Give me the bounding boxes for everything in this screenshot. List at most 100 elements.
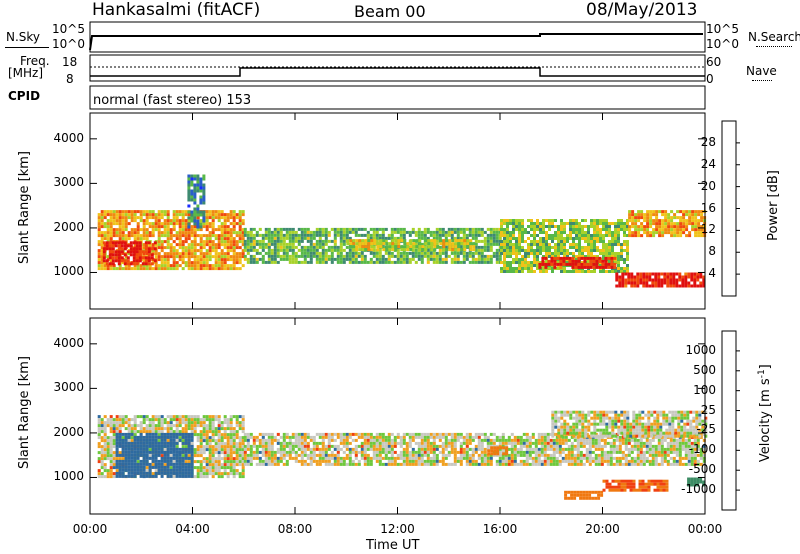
data-cell-0-0: [166, 252, 170, 256]
data-cell-1-0: [208, 439, 212, 443]
data-cell-1-1: [115, 432, 119, 436]
data-cell-0-2: [339, 236, 343, 240]
data-cell-0-0: [181, 243, 185, 247]
data-cell-0-0: [235, 243, 239, 247]
data-cell-1-2: [285, 435, 289, 439]
data-cell-1-2: [375, 444, 379, 448]
data-cell-0-5: [586, 256, 590, 260]
data-cell-0-2: [249, 230, 253, 234]
data-cell-1-0: [232, 430, 236, 434]
data-cell-0-5: [544, 256, 548, 260]
data-cell-0-0: [130, 210, 134, 214]
data-cell-0-2: [288, 236, 292, 240]
data-cell-0-0: [166, 255, 170, 259]
data-cell-0-0: [217, 258, 221, 262]
data-cell-0-2: [312, 230, 316, 234]
data-cell-1-1: [160, 465, 164, 469]
data-cell-0-7: [682, 222, 686, 226]
data-cell-0-2: [339, 230, 343, 234]
data-cell-0-7: [661, 228, 665, 232]
data-cell-0-2: [474, 251, 478, 255]
data-cell-0-0: [175, 255, 179, 259]
data-cell-1-2: [405, 450, 409, 454]
data-cell-0-2: [483, 236, 487, 240]
data-cell-0-2: [309, 230, 313, 234]
data-cell-0-2: [462, 257, 466, 261]
data-cell-1-1: [169, 459, 173, 463]
data-cell-0-4: [614, 222, 617, 225]
data-cell-0-0: [241, 213, 245, 217]
data-cell-0-7: [694, 213, 698, 217]
data-cell-1-0: [214, 439, 218, 443]
data-cell-0-7: [664, 210, 668, 214]
data-cell-0-8: [196, 225, 200, 229]
data-cell-1-2: [303, 444, 307, 448]
data-cell-1-0: [169, 430, 173, 434]
data-cell-0-0: [232, 240, 236, 244]
data-cell-1-0: [109, 442, 113, 446]
data-cell-0-5: [571, 265, 575, 269]
data-cell-0-0: [181, 225, 185, 229]
data-cell-0-2: [480, 260, 484, 264]
data-cell-0-4: [614, 228, 617, 231]
data-cell-1-2: [267, 459, 271, 463]
data-cell-0-0: [199, 243, 203, 247]
data-cell-0-2: [294, 245, 298, 249]
data-cell-0-0: [100, 246, 104, 250]
data-cell-0-6: [645, 281, 649, 285]
data-cell-1-2: [465, 441, 469, 445]
data-cell-0-4: [608, 252, 611, 255]
data-cell-0-2: [300, 230, 304, 234]
data-cell-0-4: [536, 264, 539, 267]
data-cell-0-5: [583, 259, 587, 263]
data-cell-0-4: [503, 246, 506, 249]
data-cell-1-1: [163, 432, 167, 436]
data-cell-1-2: [258, 438, 262, 442]
data-cell-0-2: [309, 260, 313, 264]
data-cell-0-8: [187, 186, 191, 190]
data-cell-0-7: [676, 231, 680, 235]
data-cell-0-0: [166, 237, 170, 241]
data-cell-0-4: [527, 249, 530, 252]
data-cell-1-2: [399, 438, 403, 442]
data-cell-0-0: [127, 216, 131, 220]
data-cell-0-0: [205, 219, 209, 223]
data-cell-1-2: [360, 453, 364, 457]
data-cell-0-1: [129, 250, 133, 254]
data-cell-1-1: [163, 450, 167, 454]
data-cell-0-5: [589, 265, 593, 269]
data-cell-1-0: [232, 445, 236, 449]
data-cell-0-0: [241, 252, 245, 256]
data-cell-0-3: [379, 239, 383, 243]
data-cell-0-2: [429, 233, 433, 237]
data-cell-0-0: [133, 231, 137, 235]
data-cell-0-7: [667, 213, 671, 217]
data-cell-0-4: [548, 255, 551, 258]
data-cell-0-0: [235, 234, 239, 238]
data-cell-0-7: [682, 219, 686, 223]
data-cell-0-4: [503, 264, 506, 267]
data-cell-1-2: [327, 456, 331, 460]
data-cell-0-0: [169, 255, 173, 259]
data-cell-1-0: [199, 454, 203, 458]
data-cell-0-1: [114, 253, 118, 257]
data-cell-0-3: [391, 248, 395, 252]
data-cell-0-8: [193, 186, 197, 190]
data-cell-1-2: [312, 459, 316, 463]
data-cell-1-0: [181, 439, 185, 443]
data-cell-0-2: [474, 248, 478, 252]
data-cell-0-7: [646, 228, 650, 232]
data-cell-1-0: [109, 448, 113, 452]
data-cell-0-2: [483, 230, 487, 234]
data-cell-0-0: [115, 216, 119, 220]
data-cell-1-2: [465, 459, 469, 463]
data-cell-0-2: [279, 248, 283, 252]
data-cell-0-0: [193, 252, 197, 256]
data-cell-0-0: [142, 252, 146, 256]
data-cell-0-2: [303, 257, 307, 261]
data-cell-0-2: [489, 230, 493, 234]
data-cell-1-1: [181, 456, 185, 460]
data-cell-0-2: [297, 227, 301, 231]
data-cell-1-2: [252, 435, 256, 439]
data-cell-0-4: [581, 237, 584, 240]
